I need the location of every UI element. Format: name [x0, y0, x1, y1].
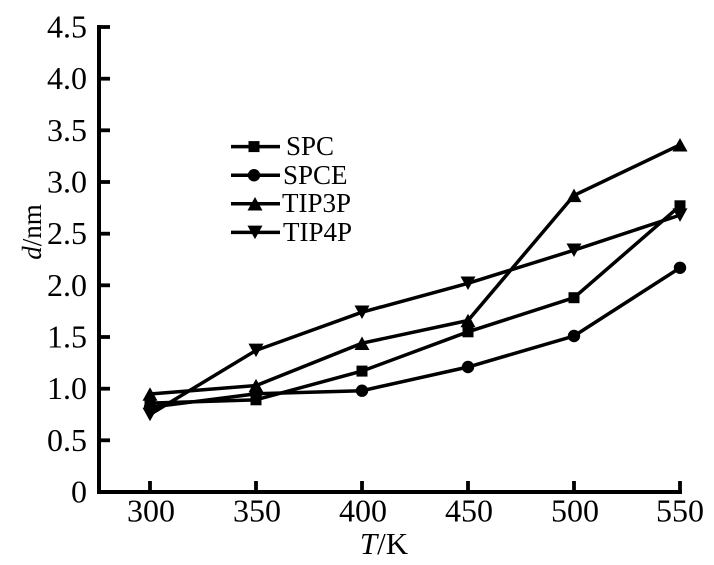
svg-text:1.5: 1.5: [47, 319, 87, 355]
svg-text:2.0: 2.0: [47, 267, 87, 303]
svg-text:350: 350: [233, 493, 281, 529]
svg-text:500: 500: [551, 493, 599, 529]
svg-text:3.0: 3.0: [47, 164, 87, 200]
svg-text:450: 450: [445, 493, 493, 529]
svg-text:SPC: SPC: [286, 131, 334, 161]
svg-text:2.5: 2.5: [47, 215, 87, 251]
svg-text:0.5: 0.5: [47, 422, 87, 458]
svg-text:d/nm: d/nm: [17, 204, 47, 260]
svg-text:4.5: 4.5: [47, 9, 87, 45]
svg-text:SPCE: SPCE: [283, 160, 348, 190]
svg-text:550: 550: [656, 493, 704, 529]
svg-text:4.0: 4.0: [47, 60, 87, 96]
svg-text:3.5: 3.5: [47, 112, 87, 148]
svg-text:0: 0: [71, 474, 87, 510]
svg-text:400: 400: [339, 493, 387, 529]
svg-text:T/K: T/K: [360, 526, 409, 560]
svg-text:TIP4P: TIP4P: [283, 217, 352, 247]
svg-text:TIP3P: TIP3P: [282, 188, 351, 218]
svg-text:1.0: 1.0: [47, 370, 87, 406]
svg-text:300: 300: [127, 493, 175, 529]
